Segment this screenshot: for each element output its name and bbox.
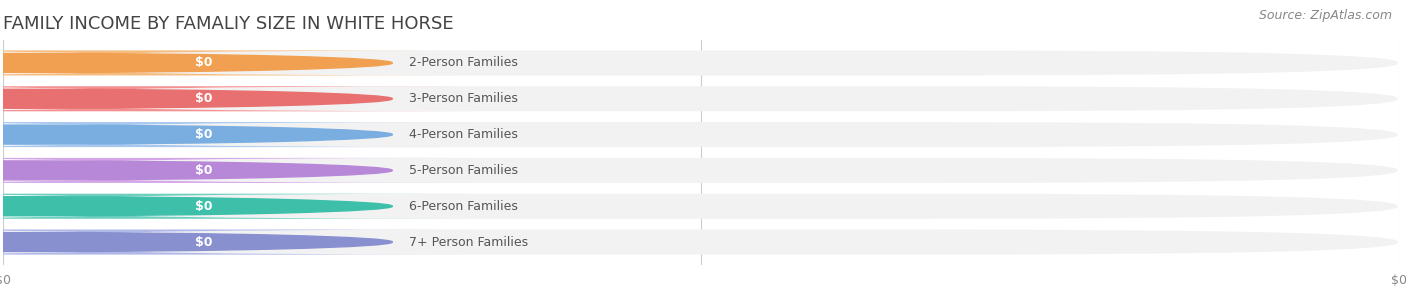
FancyBboxPatch shape xyxy=(4,86,1398,111)
Circle shape xyxy=(0,232,392,252)
Text: 4-Person Families: 4-Person Families xyxy=(409,128,517,141)
FancyBboxPatch shape xyxy=(0,86,474,111)
Circle shape xyxy=(0,197,392,216)
FancyBboxPatch shape xyxy=(4,122,1398,147)
FancyBboxPatch shape xyxy=(0,50,474,75)
Circle shape xyxy=(0,161,392,180)
Text: $0: $0 xyxy=(195,235,212,249)
Circle shape xyxy=(0,125,392,144)
Text: 3-Person Families: 3-Person Families xyxy=(409,92,517,105)
Text: $0: $0 xyxy=(195,164,212,177)
FancyBboxPatch shape xyxy=(0,158,474,183)
Text: $0: $0 xyxy=(195,56,212,70)
Text: $0: $0 xyxy=(195,128,212,141)
Circle shape xyxy=(0,89,392,108)
Text: Source: ZipAtlas.com: Source: ZipAtlas.com xyxy=(1258,9,1392,22)
Circle shape xyxy=(0,53,392,73)
Text: 7+ Person Families: 7+ Person Families xyxy=(409,235,529,249)
Text: 2-Person Families: 2-Person Families xyxy=(409,56,517,70)
FancyBboxPatch shape xyxy=(4,230,1398,255)
FancyBboxPatch shape xyxy=(4,50,1398,75)
FancyBboxPatch shape xyxy=(0,194,474,219)
FancyBboxPatch shape xyxy=(4,194,1398,219)
FancyBboxPatch shape xyxy=(4,158,1398,183)
FancyBboxPatch shape xyxy=(0,122,474,147)
Text: FAMILY INCOME BY FAMALIY SIZE IN WHITE HORSE: FAMILY INCOME BY FAMALIY SIZE IN WHITE H… xyxy=(3,15,454,33)
Text: $0: $0 xyxy=(195,200,212,213)
Text: $0: $0 xyxy=(195,92,212,105)
FancyBboxPatch shape xyxy=(0,230,474,255)
Text: 5-Person Families: 5-Person Families xyxy=(409,164,517,177)
Text: 6-Person Families: 6-Person Families xyxy=(409,200,517,213)
